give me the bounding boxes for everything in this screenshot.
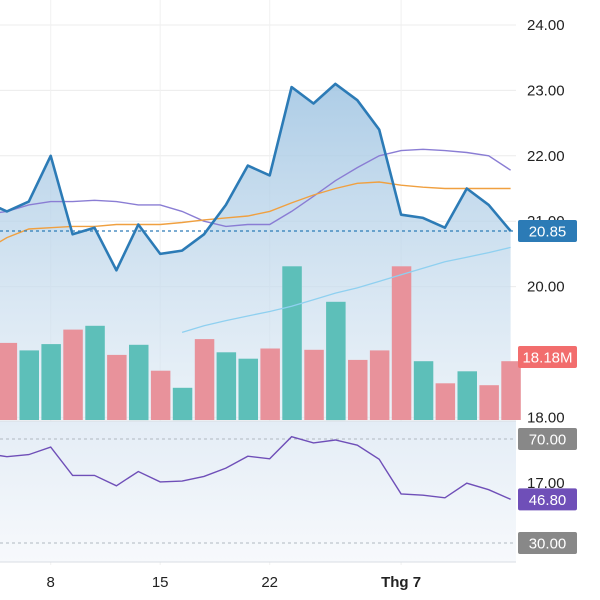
volume-bar [348,359,368,420]
volume-bar [150,370,171,420]
y-tick-label: 24.00 [527,17,565,34]
y-tick-label: 20.00 [527,279,565,296]
volume-bar [63,329,83,420]
volume-bar [435,383,456,420]
oscillator-panel [0,421,516,562]
x-tick-label: Thg 7 [381,574,421,591]
moving-average-line [0,181,511,243]
volume-bar [238,358,258,420]
volume-bar [0,342,18,420]
volume-bar [172,387,193,421]
volume-bar [369,350,390,420]
level-tag-bg [518,532,577,554]
oscillator-tag: 46.80 [518,488,577,511]
y-tick-label: 22.00 [527,148,565,165]
volume-bar [413,361,434,420]
x-tick-label: 22 [261,574,278,591]
level-tag-text: 70.00 [529,432,567,449]
value-tags: 20.85 18.18M 70.00 30.00 46.80 [518,220,577,554]
level-tag: 30.00 [518,532,577,554]
volume-bar [391,266,412,420]
volume-bar [501,361,521,420]
moving-average-line [181,246,511,334]
volume-bar [216,352,237,420]
last-price-tag-text: 20.85 [529,224,567,241]
level-tag-bg [518,428,577,450]
y-tick-label: 23.00 [527,82,565,99]
x-axis-labels: 8 15 22 Thg 7 [47,574,422,591]
volume-bar [326,301,346,421]
oscillator-tag-text: 46.80 [529,492,567,509]
price-area-fill [0,83,511,420]
volume-bar [194,339,215,420]
volume-bar [85,325,105,420]
level-tag-text: 30.00 [529,536,567,553]
volume-bar [129,344,149,421]
last-price-tag-bg [518,220,577,243]
oscillator-line [0,435,511,500]
volume-tag-bg [518,346,577,368]
last-price-tag: 20.85 [518,220,577,243]
volume-tag-text: 18.18M [522,350,572,367]
price-area [0,83,511,420]
moving-average-line [0,148,511,228]
volume-bar [260,348,280,420]
y-tick-label: 18.00 [527,409,565,426]
volume-bar [457,371,477,420]
volume-bar [479,385,499,420]
volume-bar [41,344,61,420]
level-tag: 70.00 [518,428,577,450]
x-tick-label: 8 [47,574,55,591]
volume-bar [304,349,324,420]
volume-bar [19,350,39,420]
volume-tag: 18.18M [518,346,577,368]
volume-bar [282,266,302,420]
oscillator-tag-bg [518,488,577,511]
oscillator-background [0,420,516,563]
x-tick-label: 15 [152,574,169,591]
volume-bars [0,266,521,421]
y-tick-label: 17.00 [527,475,565,492]
indicator-lines [0,148,511,500]
price-line [0,82,512,272]
price-line [0,82,516,272]
volume-bar [107,354,127,420]
